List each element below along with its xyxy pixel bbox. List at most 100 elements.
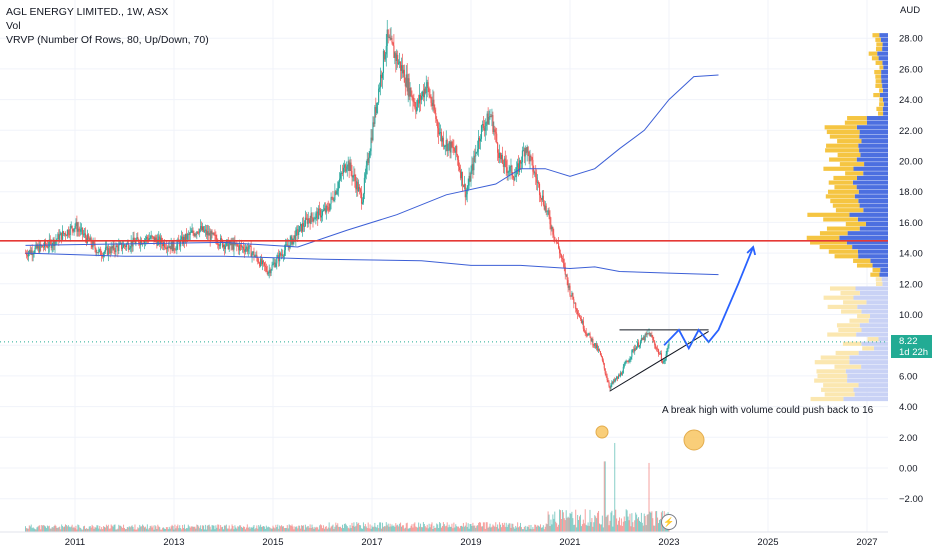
candle-body xyxy=(153,236,155,242)
volume-bar xyxy=(377,524,379,532)
volume-bar xyxy=(583,523,585,532)
candle-body xyxy=(301,223,303,232)
volume-bar xyxy=(381,528,383,532)
volume-profile xyxy=(806,33,888,402)
volume-bar xyxy=(110,524,112,532)
candle-body xyxy=(387,29,389,38)
candle-body xyxy=(336,190,338,195)
volume-bar xyxy=(147,529,149,532)
volume-bar xyxy=(97,525,99,532)
volume-bar xyxy=(348,528,350,532)
candle-body xyxy=(334,191,336,200)
candle-body xyxy=(611,381,613,385)
lightning-icon[interactable]: ⚡ xyxy=(661,514,677,530)
candle-body xyxy=(617,375,620,379)
vrvp-down-bar xyxy=(836,323,860,328)
candle-body xyxy=(574,302,576,304)
vrvp-up-bar xyxy=(860,152,888,158)
volume-bar xyxy=(203,529,205,532)
vrvp-up-bar xyxy=(882,281,888,286)
vrvp-up-bar xyxy=(854,194,888,199)
candle-body xyxy=(338,182,340,189)
candle-body xyxy=(232,242,234,250)
volume-bar xyxy=(76,529,78,532)
vrvp-up-bar xyxy=(866,120,888,125)
volume-bar xyxy=(81,529,83,532)
volume-bar xyxy=(203,525,205,532)
volume-bar xyxy=(514,528,516,532)
volume-bar xyxy=(141,526,143,532)
volume-bar xyxy=(300,528,302,532)
candle-body xyxy=(150,235,152,239)
candle-body xyxy=(228,244,230,250)
vrvp-down-bar xyxy=(837,152,861,158)
volume-bar xyxy=(647,514,649,532)
volume-bar xyxy=(282,526,284,532)
candle-body xyxy=(38,245,40,253)
vrvp-up-bar xyxy=(880,267,888,273)
candle-body xyxy=(461,171,463,186)
candle-body xyxy=(588,333,590,335)
candle-body xyxy=(572,292,574,300)
candle-body xyxy=(609,386,611,389)
candle-body xyxy=(546,211,548,212)
candle-body xyxy=(78,228,80,231)
volume-bar xyxy=(396,525,398,532)
volume-bar xyxy=(552,514,554,532)
volume-bar xyxy=(222,526,224,532)
vrvp-up-bar xyxy=(869,314,888,319)
vrvp-up-bar xyxy=(859,323,888,328)
candle-body xyxy=(111,246,113,249)
volume-bar xyxy=(259,526,261,532)
grid xyxy=(0,0,888,532)
candle-body xyxy=(289,239,291,248)
volume-bar xyxy=(630,526,632,532)
volume-bar xyxy=(657,517,659,532)
volume-bar xyxy=(428,523,430,532)
volume-bar xyxy=(364,524,366,532)
candle-body xyxy=(225,240,227,246)
bar-countdown: 1d 22h xyxy=(899,347,929,358)
volume-bar xyxy=(512,523,514,532)
volume-bar xyxy=(550,519,552,532)
volume-bar xyxy=(75,525,77,532)
vrvp-down-bar xyxy=(874,69,882,75)
volume-bar xyxy=(601,515,603,532)
volume-bar xyxy=(356,522,358,532)
vrvp-down-bar xyxy=(845,171,864,176)
volume-bar xyxy=(353,522,355,532)
volume-bar xyxy=(306,526,308,532)
candle-body xyxy=(455,145,457,153)
volume-bar xyxy=(272,525,274,532)
candle-body xyxy=(519,160,522,164)
volume-bar xyxy=(453,522,455,532)
candle-body xyxy=(115,245,117,253)
volume-bar xyxy=(148,528,150,532)
volume-bar xyxy=(108,528,110,532)
volume-bar xyxy=(61,524,63,532)
candle-body xyxy=(514,177,516,181)
candle-body xyxy=(532,159,534,172)
vrvp-down-bar xyxy=(834,185,857,190)
candle-body xyxy=(507,171,509,173)
volume-bar xyxy=(379,522,381,532)
volume-bar xyxy=(529,528,531,532)
candle-body xyxy=(157,238,159,246)
candle-body xyxy=(526,146,528,153)
volume-bar xyxy=(143,525,145,532)
volume-bar xyxy=(343,523,345,532)
candle-body xyxy=(599,351,602,355)
volume-bar xyxy=(236,528,238,532)
candle-body xyxy=(646,333,648,335)
volume-bar xyxy=(310,528,312,532)
volume-bar xyxy=(369,524,371,532)
volume-bar xyxy=(388,526,390,532)
candle-body xyxy=(117,246,119,252)
candle-body xyxy=(172,241,174,252)
volume-bar xyxy=(613,515,615,532)
volume-bar xyxy=(378,528,380,532)
volume-bar xyxy=(470,524,472,532)
volume-bar xyxy=(440,527,442,532)
volume-bar xyxy=(631,513,633,532)
